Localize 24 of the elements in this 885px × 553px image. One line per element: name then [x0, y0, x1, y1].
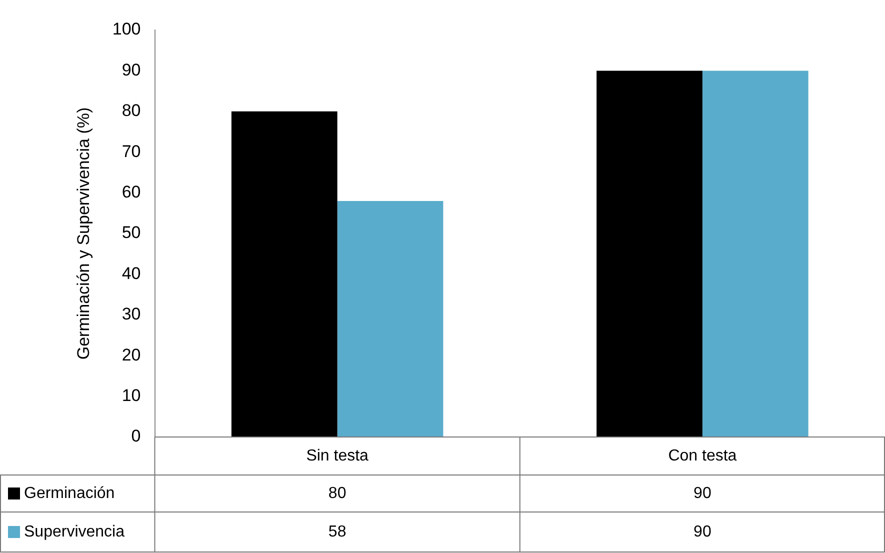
legend-label: Supervivencia: [24, 523, 125, 540]
legend-label: Germinación: [24, 484, 115, 502]
y-tick-label: 20: [122, 345, 141, 364]
bar: [702, 70, 808, 437]
data-label: 90: [694, 523, 712, 540]
y-tick-label: 40: [122, 264, 141, 283]
y-tick-label: 0: [131, 426, 141, 446]
bar: [337, 200, 444, 437]
data-label: 58: [328, 523, 346, 540]
y-tick-label: 100: [112, 20, 141, 39]
y-tick-label: 90: [122, 60, 141, 80]
y-tick-label: 30: [122, 304, 141, 324]
bar: [596, 70, 702, 437]
data-label: 80: [328, 484, 346, 502]
x-tick-label: Con testa: [668, 447, 737, 464]
y-axis-title: Germinación y Supervivencia (%): [74, 107, 93, 360]
data-label: 90: [694, 484, 712, 502]
y-tick-label: 70: [122, 142, 141, 161]
bar: [231, 111, 338, 437]
y-tick-label: 80: [122, 101, 141, 120]
x-tick-label: Sin testa: [306, 447, 369, 464]
y-tick-label: 10: [122, 386, 141, 405]
y-tick-label: 60: [122, 182, 141, 202]
y-tick-label: 50: [122, 223, 141, 242]
